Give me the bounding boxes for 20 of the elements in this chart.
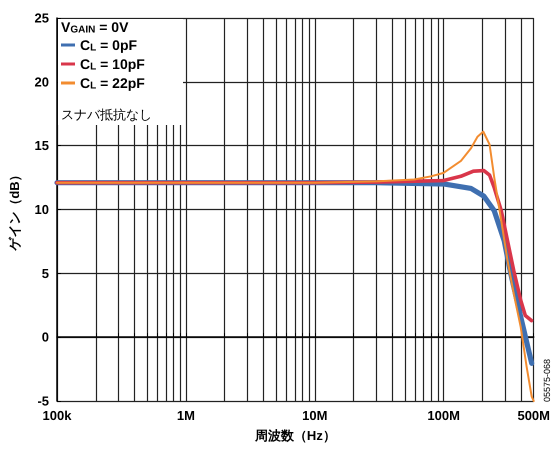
legend-label: CL = 10pF bbox=[80, 56, 146, 72]
x-tick-label: 100k bbox=[42, 408, 72, 423]
x-axis-title: 周波数（Hz） bbox=[254, 428, 336, 443]
legend-title: VGAIN = 0V bbox=[61, 19, 130, 36]
annotation: スナバ抵抗なし bbox=[61, 107, 152, 122]
y-tick-label: -5 bbox=[37, 394, 49, 408]
y-tick-label: 5 bbox=[42, 266, 49, 281]
y-tick-label: 10 bbox=[34, 202, 49, 217]
y-axis-title: ゲイン（dB） bbox=[7, 168, 22, 252]
y-tick-label: 25 bbox=[34, 10, 49, 26]
x-tick-label: 1M bbox=[176, 408, 195, 423]
x-tick-label: 10M bbox=[302, 408, 328, 423]
y-tick-label: 0 bbox=[42, 330, 49, 345]
text: 05575-068 bbox=[542, 358, 552, 402]
y-tick-label: 15 bbox=[34, 138, 49, 154]
legend-label: CL = 0pF bbox=[80, 37, 138, 54]
x-tick-label: 100M bbox=[427, 408, 460, 423]
y-tick-label: 20 bbox=[34, 74, 49, 90]
legend-label: CL = 22pF bbox=[80, 75, 146, 92]
x-tick-label: 500M bbox=[517, 408, 550, 423]
